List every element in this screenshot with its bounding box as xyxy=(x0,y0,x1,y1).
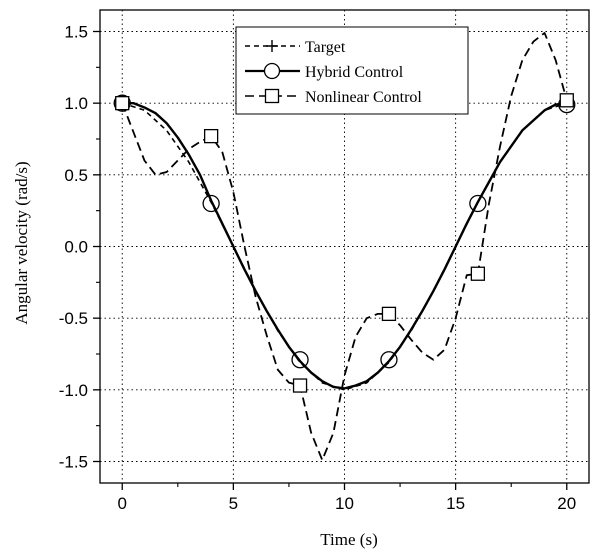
y-tick-label: 0.5 xyxy=(64,166,88,185)
square-marker xyxy=(115,96,130,111)
x-tick-label: 20 xyxy=(557,494,576,513)
legend: Target Hybrid Control Nonlinear Control xyxy=(235,26,469,115)
y-tick-label: -0.5 xyxy=(59,309,88,328)
square-marker xyxy=(559,93,574,108)
tick-labels: 0 5 10 15 20 -1.5 -1.0 -0.5 0.0 0.5 1.0 1.5 xyxy=(59,23,577,514)
marker-layer xyxy=(113,93,576,393)
square-marker xyxy=(470,266,486,281)
y-tick-label: 1.5 xyxy=(64,23,88,42)
series-layer xyxy=(121,32,568,461)
y-tick-label: 0.0 xyxy=(64,238,88,257)
legend-item-nonlinear: Nonlinear Control xyxy=(245,88,422,106)
circle-marker xyxy=(291,351,309,369)
axis-ticks xyxy=(93,30,568,490)
x-tick-label: 15 xyxy=(446,494,465,513)
grid-lines xyxy=(100,10,589,483)
legend-plus-marker xyxy=(266,40,278,52)
circle-marker xyxy=(113,94,131,112)
legend-item-hybrid: Hybrid Control xyxy=(245,62,404,81)
legend-item-target: Target xyxy=(245,39,346,56)
square-marker xyxy=(292,378,308,393)
y-axis-title: Angular velocity (rad/s) xyxy=(12,161,31,324)
legend-label-hybrid: Hybrid Control xyxy=(305,64,404,81)
series-line-2 xyxy=(121,32,568,461)
legend-square-marker xyxy=(264,88,280,104)
x-axis-title: Time (s) xyxy=(320,530,377,549)
circle-marker xyxy=(202,194,220,213)
x-tick-label: 0 xyxy=(117,494,126,513)
square-marker xyxy=(203,128,219,144)
x-tick-label: 10 xyxy=(335,494,354,513)
x-tick-label: 5 xyxy=(229,494,238,513)
legend-label-nonlinear: Nonlinear Control xyxy=(305,89,422,106)
y-tick-label: -1.0 xyxy=(59,381,88,400)
circle-marker xyxy=(380,351,398,369)
series-line-1 xyxy=(122,101,567,390)
y-tick-label: -1.5 xyxy=(59,453,88,472)
square-marker xyxy=(381,306,397,322)
legend-label-target: Target xyxy=(305,39,346,56)
circle-marker xyxy=(469,194,487,213)
y-tick-label: 1.0 xyxy=(64,94,88,113)
legend-circle-marker xyxy=(263,62,281,80)
